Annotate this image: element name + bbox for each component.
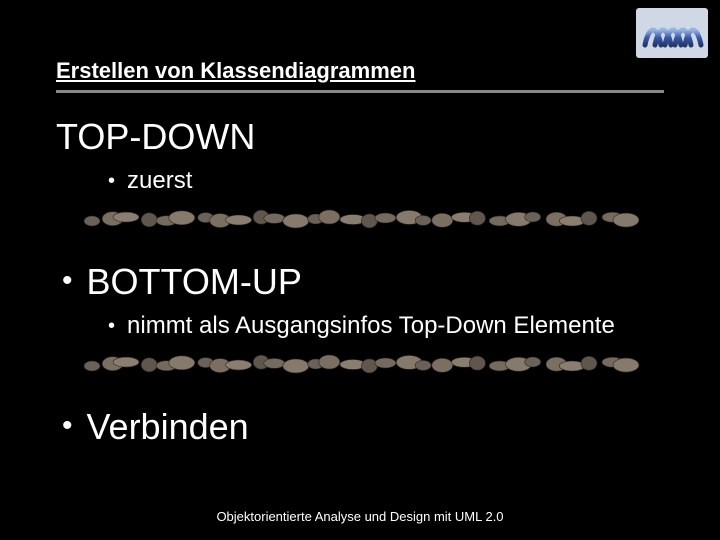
sub-topdown: zuerst <box>127 166 192 196</box>
bullet-icon: • <box>62 406 73 446</box>
slide: Erstellen von Klassendiagrammen TOP-DOWN… <box>0 0 720 540</box>
sub-bottomup-row: • nimmt als Ausgangsinfos Top-Down Eleme… <box>108 311 720 341</box>
slide-title: Erstellen von Klassendiagrammen <box>56 58 415 84</box>
heading-verbinden: Verbinden <box>87 406 249 448</box>
bullet-icon: • <box>62 261 73 301</box>
sub-topdown-row: • zuerst <box>108 166 720 196</box>
heading-topdown: TOP-DOWN <box>56 116 720 158</box>
bullet-icon: • <box>108 166 115 196</box>
heading-bottomup: BOTTOM-UP <box>87 261 302 303</box>
content-area: TOP-DOWN • zuerst • BOTTOM-UP • nimmt al… <box>0 108 720 456</box>
heading-bottomup-row: • BOTTOM-UP <box>62 261 720 303</box>
bullet-icon: • <box>108 311 115 341</box>
footer-text: Objektorientierte Analyse und Design mit… <box>0 509 720 524</box>
header-rule <box>56 90 664 93</box>
sub-bottomup: nimmt als Ausgangsinfos Top-Down Element… <box>127 311 615 341</box>
stone-divider-icon <box>80 208 640 230</box>
header: Erstellen von Klassendiagrammen <box>0 0 720 98</box>
spring-icon <box>636 8 708 58</box>
stone-divider-icon <box>80 353 640 375</box>
heading-verbinden-row: • Verbinden <box>62 406 720 448</box>
